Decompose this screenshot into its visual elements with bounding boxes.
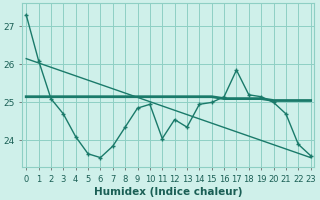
X-axis label: Humidex (Indice chaleur): Humidex (Indice chaleur) (94, 187, 243, 197)
